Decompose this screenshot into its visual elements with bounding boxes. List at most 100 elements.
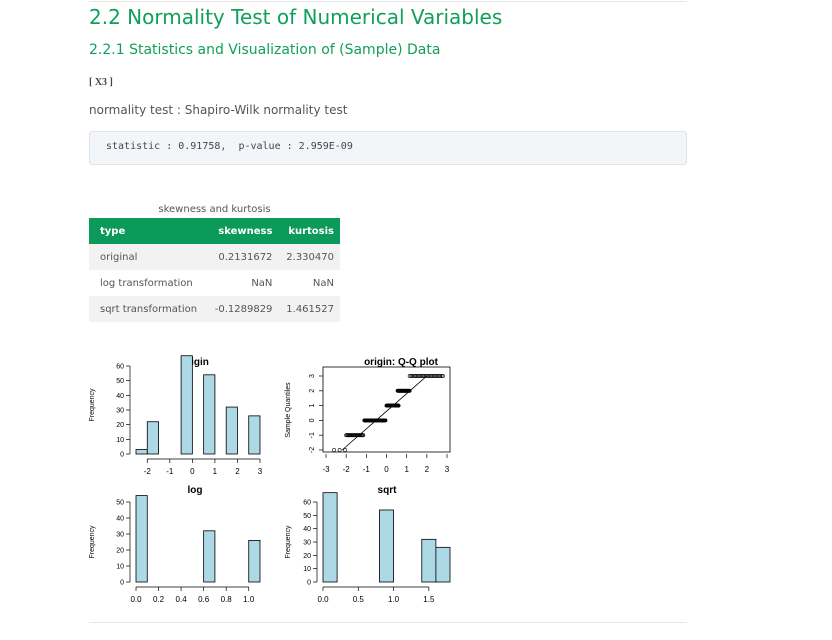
x-tick-label: -1 [166, 467, 174, 476]
x-tick-label: 1.0 [243, 595, 255, 604]
y-tick-label: 0 [120, 580, 124, 587]
section-title: 2.2 Normality Test of Numerical Variable… [89, 5, 503, 29]
qq-point [435, 374, 440, 378]
cell-type: sqrt transformation [89, 296, 207, 322]
y-tick-label: 3 [309, 374, 316, 378]
histogram-bar [135, 495, 148, 583]
qq-point [423, 374, 428, 378]
qq-point [411, 374, 416, 378]
y-tick-label: 0 [307, 580, 311, 587]
cell-kurtosis: NaN [278, 270, 340, 296]
x-tick-label: 1.5 [423, 595, 435, 604]
qq-point [439, 374, 444, 378]
qq-point [332, 448, 336, 452]
x-tick-label: 1 [213, 467, 218, 476]
y-tick-label: 40 [303, 526, 311, 533]
y-tick-label: 50 [116, 500, 124, 507]
qq-point [413, 374, 417, 378]
y-tick-label: 40 [116, 516, 124, 523]
top-divider [89, 1, 687, 2]
x-tick-label: 0.0 [130, 595, 142, 604]
x-tick-label: 0.5 [353, 595, 365, 604]
qq-point [426, 374, 431, 378]
y-tick-label: 20 [116, 422, 124, 429]
qq-point [427, 374, 432, 378]
histogram-bar [180, 355, 193, 455]
y-tick-label: 60 [116, 364, 124, 371]
histogram-bar [248, 415, 261, 455]
x-tick-label: -2 [144, 467, 152, 476]
qq-point [407, 388, 412, 393]
cell-kurtosis: 1.461527 [278, 296, 340, 322]
x-tick-label: 0 [384, 465, 389, 474]
cell-type: original [89, 244, 207, 270]
statistic-text: statistic : 0.91758, p-value : 2.959E-09 [106, 141, 353, 152]
header-kurtosis: kurtosis [278, 218, 340, 244]
x-tick-label: 1.0 [388, 595, 400, 604]
qq-point [417, 374, 421, 378]
normality-test-label: normality test : Shapiro-Wilk normality … [89, 103, 348, 117]
qq-point [430, 374, 435, 378]
histogram-bar [203, 374, 216, 455]
y-axis-label: Sample Quantiles [285, 382, 292, 438]
histogram-bar [435, 546, 451, 583]
x-tick-label: 0.2 [153, 595, 165, 604]
qq-point [396, 403, 401, 408]
x-tick-label: -2 [343, 465, 351, 474]
y-axis-label: Frequency [89, 388, 96, 422]
cell-skewness: -0.1289829 [206, 296, 279, 322]
qq-point [437, 374, 441, 378]
y-tick-label: 20 [303, 553, 311, 560]
y-tick-label: 40 [116, 393, 124, 400]
cell-type: log transformation [89, 270, 207, 296]
plot-frame [322, 366, 451, 453]
histogram-bar [135, 449, 148, 455]
x-tick-label: 0.6 [198, 595, 210, 604]
y-tick-label: 30 [116, 408, 124, 415]
y-tick-label: 50 [116, 378, 124, 385]
qq-point [438, 374, 443, 378]
table-row: log transformation NaN NaN [89, 270, 340, 296]
histogram-bar [248, 539, 261, 583]
x-tick-label: 2 [235, 467, 240, 476]
qq-point [415, 374, 420, 378]
y-tick-label: 30 [303, 540, 311, 547]
subsection-title: 2.2.1 Statistics and Visualization of (S… [89, 42, 441, 58]
qq-point [337, 448, 342, 452]
y-tick-label: 50 [303, 513, 311, 520]
qq-point [419, 374, 424, 378]
qq-point [409, 374, 413, 378]
qq-point [383, 418, 388, 423]
qq-point [421, 374, 425, 378]
qq-point [434, 374, 439, 378]
chart-title: origin [181, 357, 209, 368]
x-tick-label: 2 [425, 465, 430, 474]
x-tick-label: 3 [258, 467, 263, 476]
qq-point [429, 374, 433, 378]
y-tick-label: 20 [116, 548, 124, 555]
chart-title: origin: Q-Q plot [364, 357, 439, 368]
qq-point [343, 448, 348, 452]
qq-point [410, 374, 415, 378]
variable-label: [ X3 ] [89, 77, 113, 88]
qq-point [433, 374, 437, 378]
y-tick-label: 0 [309, 418, 316, 422]
qq-point [361, 433, 366, 438]
y-tick-label: 30 [116, 532, 124, 539]
skewness-kurtosis-table: type skewness kurtosis original 0.213167… [89, 218, 340, 322]
y-tick-label: 0 [120, 452, 124, 459]
x-tick-label: 0.4 [176, 595, 188, 604]
qq-reference-line [341, 375, 428, 451]
cell-skewness: 0.2131672 [206, 244, 279, 270]
y-tick-label: 10 [116, 564, 124, 571]
cell-kurtosis: 2.330470 [278, 244, 340, 270]
y-tick-label: -2 [309, 447, 316, 453]
cell-skewness: NaN [206, 270, 279, 296]
statistic-code-block: statistic : 0.91758, p-value : 2.959E-09 [89, 131, 687, 165]
histogram-bar [421, 538, 437, 583]
x-tick-label: 1 [404, 465, 409, 474]
y-tick-label: 10 [116, 437, 124, 444]
chart-title: log [188, 485, 203, 496]
qq-point [407, 374, 412, 378]
x-tick-label: 0.8 [221, 595, 233, 604]
